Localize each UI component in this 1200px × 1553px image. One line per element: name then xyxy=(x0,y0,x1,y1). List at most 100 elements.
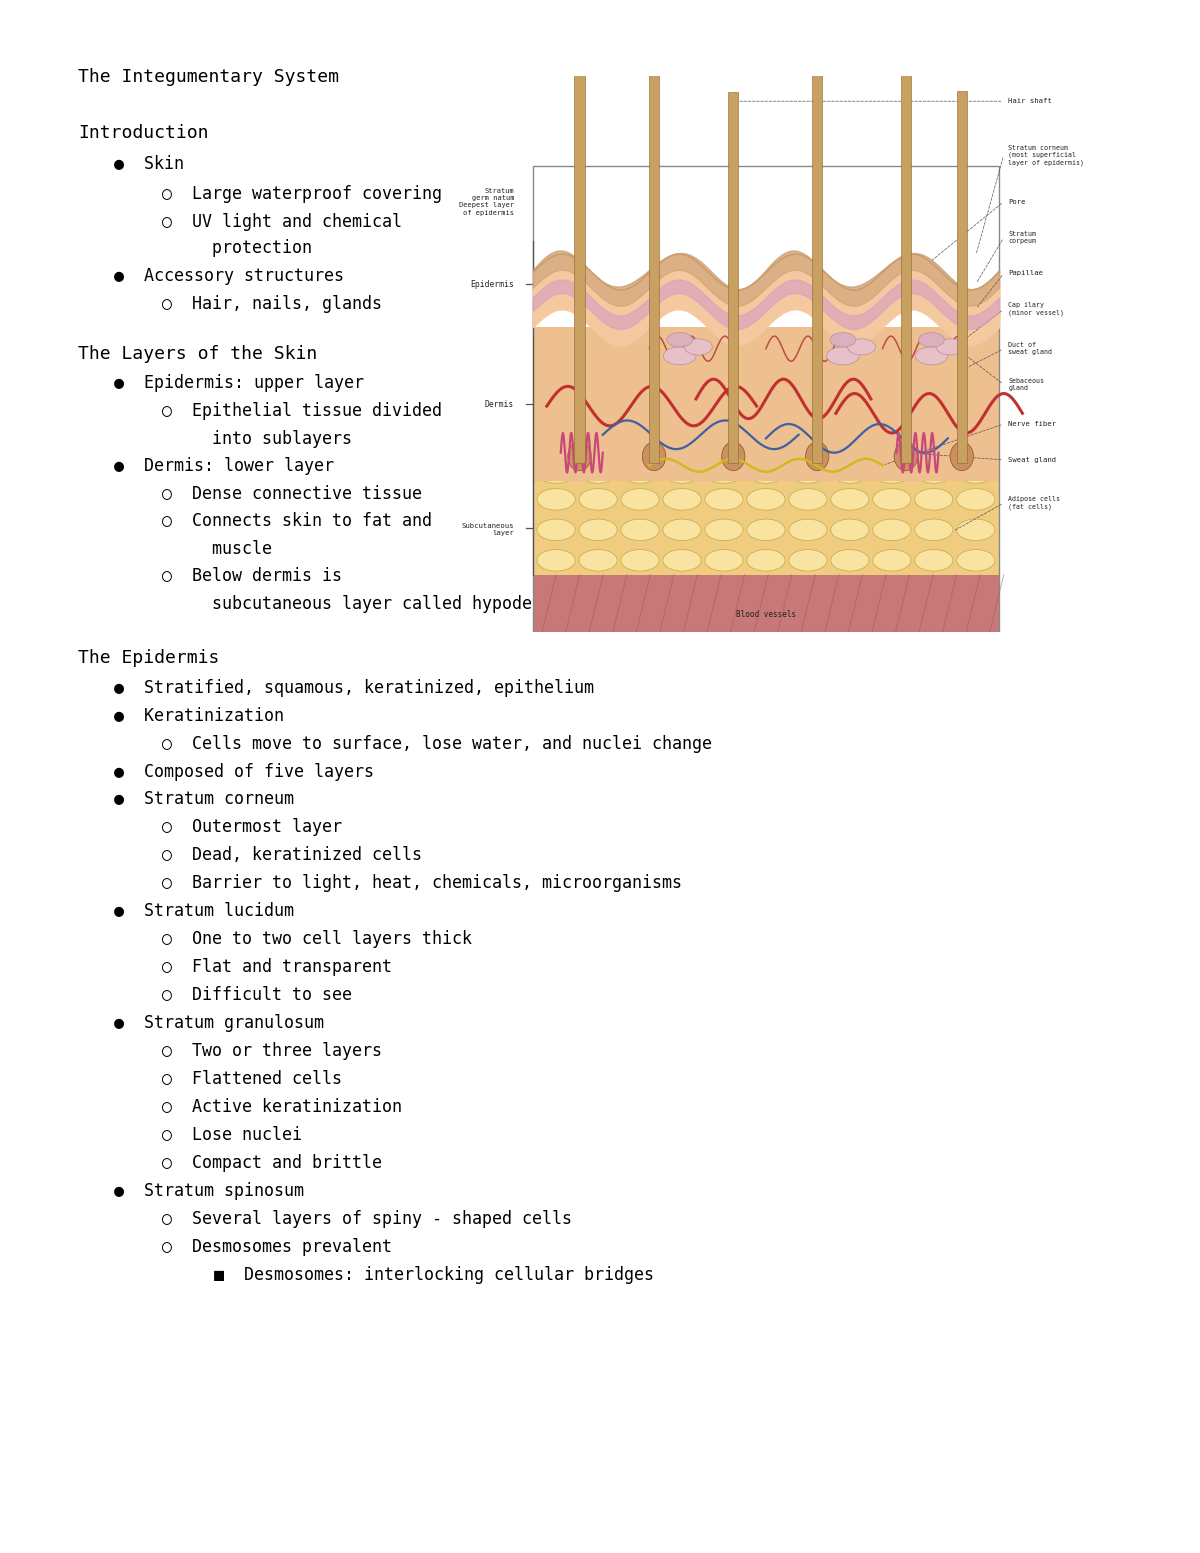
Ellipse shape xyxy=(805,443,829,471)
Text: ●  Stratum granulosum: ● Stratum granulosum xyxy=(114,1014,324,1033)
Ellipse shape xyxy=(536,461,575,483)
Ellipse shape xyxy=(536,550,575,572)
Text: Stratum
germ natum
Deepest layer
of epidermis: Stratum germ natum Deepest layer of epid… xyxy=(458,188,514,216)
Ellipse shape xyxy=(578,489,617,509)
Ellipse shape xyxy=(620,519,659,540)
Text: ●  Accessory structures: ● Accessory structures xyxy=(114,267,344,286)
Ellipse shape xyxy=(956,519,995,540)
Text: Cap ilary
(minor vessel): Cap ilary (minor vessel) xyxy=(1008,303,1064,315)
FancyBboxPatch shape xyxy=(649,70,659,463)
Text: ○  Cells move to surface, lose water, and nuclei change: ○ Cells move to surface, lose water, and… xyxy=(162,735,712,753)
Text: ○  Several layers of spiny - shaped cells: ○ Several layers of spiny - shaped cells xyxy=(162,1210,572,1228)
Ellipse shape xyxy=(788,461,827,483)
Text: ○  Difficult to see: ○ Difficult to see xyxy=(162,986,352,1005)
Text: ●  Dermis: lower layer: ● Dermis: lower layer xyxy=(114,457,334,475)
Text: Pore: Pore xyxy=(1008,199,1026,205)
Ellipse shape xyxy=(788,519,827,540)
Ellipse shape xyxy=(956,550,995,572)
Text: Duct of
sweat gland: Duct of sweat gland xyxy=(1008,342,1052,356)
Ellipse shape xyxy=(914,489,953,509)
Text: ○  Active keratinization: ○ Active keratinization xyxy=(162,1098,402,1117)
Text: Dermis: Dermis xyxy=(485,399,514,408)
Ellipse shape xyxy=(830,550,869,572)
Text: The Layers of the Skin: The Layers of the Skin xyxy=(78,345,317,363)
Text: Adipose cells
(fat cells): Adipose cells (fat cells) xyxy=(1008,497,1061,509)
Ellipse shape xyxy=(578,550,617,572)
Ellipse shape xyxy=(568,443,592,471)
Ellipse shape xyxy=(704,550,743,572)
Ellipse shape xyxy=(914,461,953,483)
Text: into sublayers: into sublayers xyxy=(162,430,352,449)
Ellipse shape xyxy=(536,519,575,540)
Text: Subcutaneous
layer: Subcutaneous layer xyxy=(462,523,514,536)
Ellipse shape xyxy=(662,550,701,572)
Text: ●  Keratinization: ● Keratinization xyxy=(114,707,284,725)
Ellipse shape xyxy=(827,346,859,365)
Ellipse shape xyxy=(578,461,617,483)
Ellipse shape xyxy=(620,489,659,509)
Ellipse shape xyxy=(620,550,659,572)
Ellipse shape xyxy=(620,461,659,483)
Ellipse shape xyxy=(936,339,964,356)
FancyBboxPatch shape xyxy=(956,90,967,463)
Ellipse shape xyxy=(872,550,911,572)
Text: ○  Dead, keratinized cells: ○ Dead, keratinized cells xyxy=(162,846,422,865)
Ellipse shape xyxy=(919,332,944,346)
Ellipse shape xyxy=(704,461,743,483)
Ellipse shape xyxy=(847,339,876,356)
FancyBboxPatch shape xyxy=(728,92,738,463)
Text: Papillae: Papillae xyxy=(1008,270,1044,276)
Text: The Epidermis: The Epidermis xyxy=(78,649,220,668)
Ellipse shape xyxy=(746,489,785,509)
Text: subcutaneous layer called hypodermis: subcutaneous layer called hypodermis xyxy=(162,595,572,613)
Ellipse shape xyxy=(956,461,995,483)
Text: Blood vessels: Blood vessels xyxy=(736,610,796,618)
Text: ○  Outermost layer: ○ Outermost layer xyxy=(162,818,342,837)
Bar xyxy=(533,575,1000,632)
Text: ○  Compact and brittle: ○ Compact and brittle xyxy=(162,1154,382,1173)
Ellipse shape xyxy=(662,489,701,509)
Ellipse shape xyxy=(746,519,785,540)
Ellipse shape xyxy=(746,461,785,483)
Text: ○  UV light and chemical: ○ UV light and chemical xyxy=(162,213,402,231)
Text: ●  Skin: ● Skin xyxy=(114,155,184,174)
Text: ○  Desmosomes prevalent: ○ Desmosomes prevalent xyxy=(162,1238,392,1256)
Ellipse shape xyxy=(664,346,696,365)
Ellipse shape xyxy=(662,461,701,483)
Text: ●  Stratum spinosum: ● Stratum spinosum xyxy=(114,1182,304,1200)
Ellipse shape xyxy=(721,443,745,471)
Text: ○  Dense connective tissue: ○ Dense connective tissue xyxy=(162,485,422,503)
Bar xyxy=(533,481,1000,575)
Text: ○  Large waterproof covering: ○ Large waterproof covering xyxy=(162,185,442,203)
Ellipse shape xyxy=(956,489,995,509)
Ellipse shape xyxy=(916,346,948,365)
Text: ○  Barrier to light, heat, chemicals, microorganisms: ○ Barrier to light, heat, chemicals, mic… xyxy=(162,874,682,893)
Text: Hair shaft: Hair shaft xyxy=(1008,98,1052,104)
Ellipse shape xyxy=(894,443,918,471)
Text: Introduction: Introduction xyxy=(78,124,209,143)
Text: Nerve fiber: Nerve fiber xyxy=(1008,421,1056,427)
Bar xyxy=(533,166,1000,632)
Ellipse shape xyxy=(950,443,973,471)
Ellipse shape xyxy=(704,489,743,509)
Ellipse shape xyxy=(536,489,575,509)
Text: muscle: muscle xyxy=(162,540,272,559)
Ellipse shape xyxy=(788,489,827,509)
Text: ●  Stratum lucidum: ● Stratum lucidum xyxy=(114,902,294,921)
Text: ●  Stratified, squamous, keratinized, epithelium: ● Stratified, squamous, keratinized, epi… xyxy=(114,679,594,697)
Text: ○  Below dermis is: ○ Below dermis is xyxy=(162,567,342,585)
Text: Stratum corneum
(most superficial
layer of epidermis): Stratum corneum (most superficial layer … xyxy=(1008,144,1085,166)
Ellipse shape xyxy=(684,339,713,356)
Text: ○  One to two cell layers thick: ○ One to two cell layers thick xyxy=(162,930,472,949)
Text: ○  Hair, nails, glands: ○ Hair, nails, glands xyxy=(162,295,382,314)
Text: protection: protection xyxy=(162,239,312,258)
Ellipse shape xyxy=(642,443,666,471)
Text: ○  Connects skin to fat and: ○ Connects skin to fat and xyxy=(162,512,432,531)
Ellipse shape xyxy=(788,550,827,572)
Ellipse shape xyxy=(578,519,617,540)
Text: ○  Two or three layers: ○ Two or three layers xyxy=(162,1042,382,1061)
Text: Epidermis: Epidermis xyxy=(470,280,514,289)
Ellipse shape xyxy=(872,461,911,483)
Ellipse shape xyxy=(830,489,869,509)
Text: ○  Epithelial tissue divided: ○ Epithelial tissue divided xyxy=(162,402,442,421)
